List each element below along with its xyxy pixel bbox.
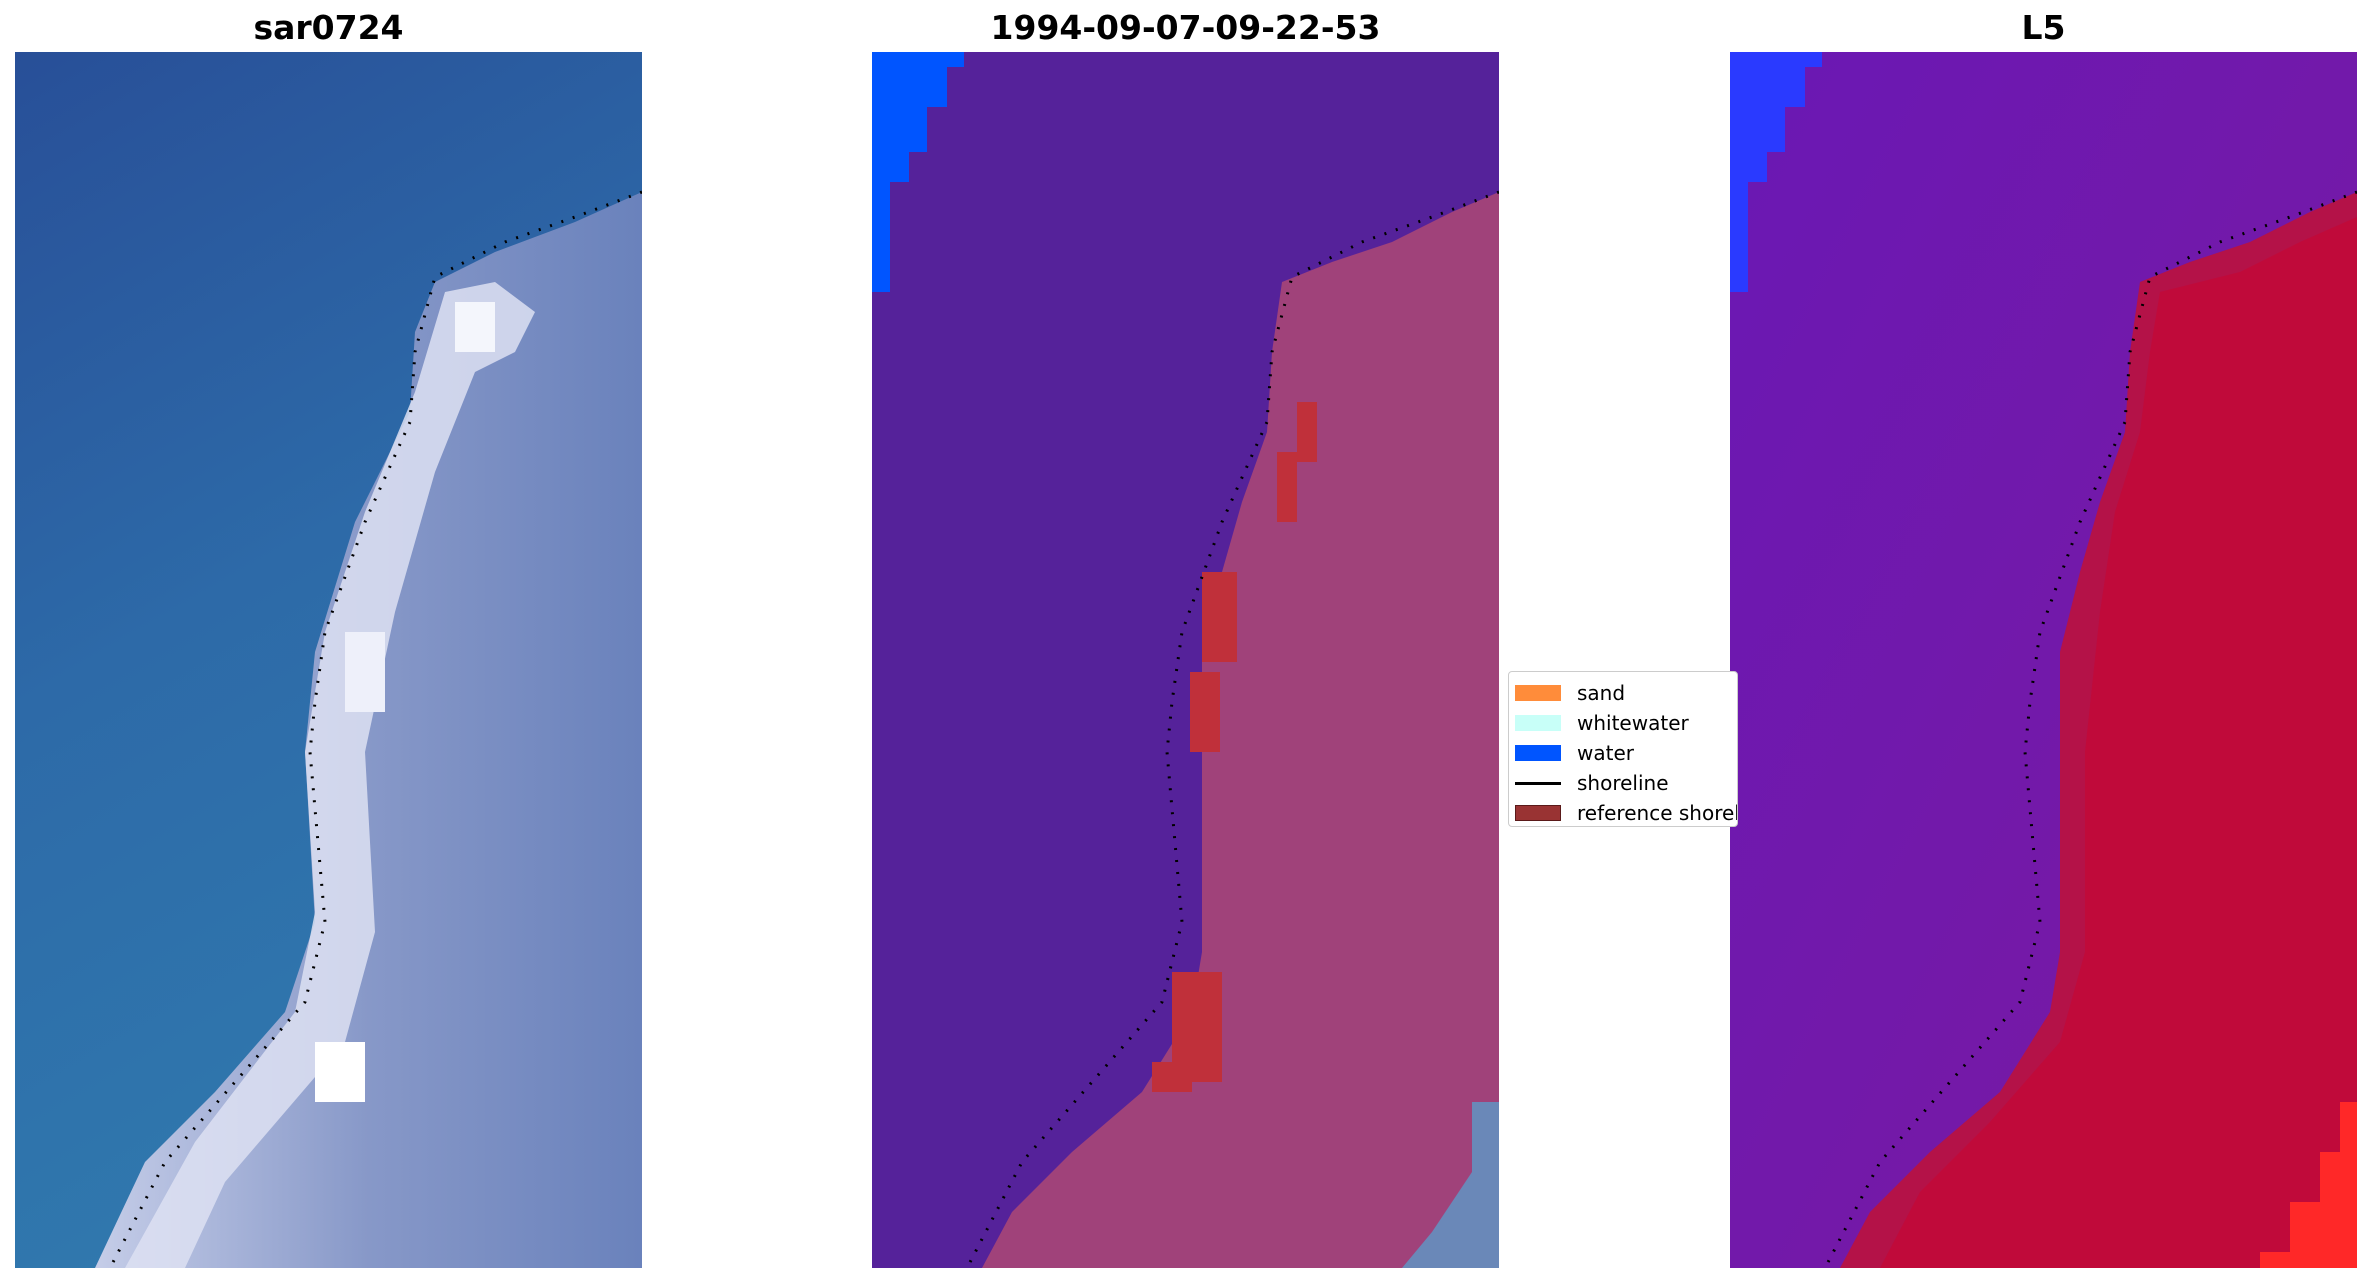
reference-shoreline-swatch (1515, 805, 1561, 821)
sand-swatch (1515, 685, 1561, 701)
index-image (1730, 52, 2357, 1268)
classification-image (872, 52, 1499, 1268)
legend-item-reference-shoreline: reference shoreline (1509, 798, 1737, 826)
legend-item-shoreline: shoreline (1509, 768, 1737, 798)
shoreline-line-swatch (1515, 782, 1561, 785)
legend-item-whitewater: whitewater (1509, 708, 1737, 738)
index-panel (1730, 52, 2357, 1268)
legend-label: sand (1577, 681, 1626, 705)
panel-title-classification: 1994-09-07-09-22-53 (990, 8, 1381, 47)
legend: sand whitewater water shoreline referenc… (1508, 671, 1738, 827)
water-swatch (1515, 745, 1561, 761)
classification-panel (872, 52, 1499, 1268)
panel-title-index: L5 (2021, 8, 2066, 47)
whitewater-swatch (1515, 715, 1561, 731)
rgb-image (15, 52, 642, 1268)
legend-item-water: water (1509, 738, 1737, 768)
legend-label: shoreline (1577, 771, 1669, 795)
legend-item-sand: sand (1509, 678, 1737, 708)
panel-title-rgb: sar0724 (253, 8, 404, 47)
legend-label: whitewater (1577, 711, 1689, 735)
rgb-image-panel (15, 52, 642, 1268)
legend-label: water (1577, 741, 1634, 765)
legend-label: reference shoreline (1577, 801, 1737, 825)
